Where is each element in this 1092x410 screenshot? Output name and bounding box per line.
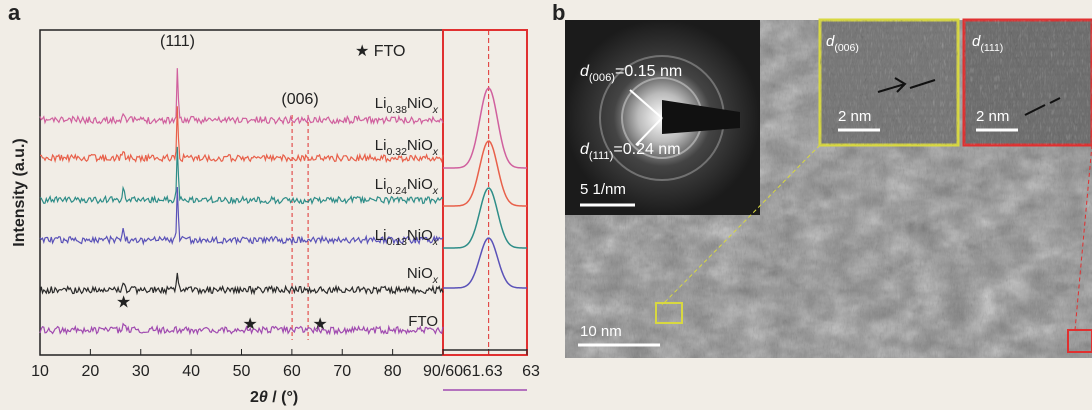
text-part: x bbox=[432, 104, 439, 116]
figure: a b 10 20 30 40 50 60 70 80 90/6061.63 63 Intensit… bbox=[0, 0, 1092, 410]
x-tick-label: 20 bbox=[81, 363, 99, 380]
text-part: NiO bbox=[407, 176, 433, 193]
y-axis-label: Intensity (a.u.) bbox=[11, 138, 28, 246]
sample-label: Li0.13NiOx bbox=[375, 227, 439, 248]
text-part: 0.32 bbox=[386, 146, 407, 158]
peak-label: (111) bbox=[160, 33, 195, 50]
text-part: x bbox=[432, 146, 439, 158]
inset-texture bbox=[964, 20, 1092, 145]
x-tick-label: 60 bbox=[283, 363, 301, 380]
text-part: Li bbox=[375, 137, 387, 154]
x-tick-label: 50 bbox=[233, 363, 251, 380]
text-part: 0.24 bbox=[386, 185, 407, 197]
sample-label: Li0.24NiOx bbox=[375, 176, 439, 197]
text-part: (111) bbox=[589, 150, 614, 162]
text-part: / (°) bbox=[268, 389, 298, 406]
text-part: 0.13 bbox=[386, 236, 407, 248]
text-part: x bbox=[432, 185, 439, 197]
text-part: Li bbox=[375, 227, 387, 244]
x-tick-label: 70 bbox=[333, 363, 351, 380]
text-part: (111) bbox=[980, 42, 1003, 54]
text-part: Li bbox=[375, 95, 387, 112]
scale-label: 10 nm bbox=[580, 323, 622, 340]
text-part: =0.15 nm bbox=[615, 63, 682, 80]
zoom-trace bbox=[443, 188, 527, 248]
scale-label: 5 1/nm bbox=[580, 181, 626, 198]
text-part: (006) bbox=[589, 72, 615, 84]
text-part: x bbox=[432, 274, 439, 286]
legend-fto: ★ FTO bbox=[355, 43, 406, 60]
inset-texture bbox=[820, 20, 958, 145]
fto-marker: ★ bbox=[116, 292, 131, 311]
scale-label: 2 nm bbox=[976, 108, 1009, 125]
text-part: NiO bbox=[407, 227, 433, 244]
x-tick-label: 30 bbox=[132, 363, 150, 380]
x-tick-label: 90/60 bbox=[423, 363, 463, 380]
tem-image: 5 1/nm 10 nm 2 nm 2 nm d(006)=0.15 nmd(1… bbox=[565, 20, 1092, 358]
zoom-trace bbox=[443, 238, 527, 288]
text-part: NiO bbox=[407, 137, 433, 154]
sample-label: FTO bbox=[408, 313, 438, 330]
x-axis-label: 2θ / (°) bbox=[250, 389, 298, 406]
text-part: NiO bbox=[407, 265, 433, 282]
text-part: x bbox=[432, 236, 439, 248]
zoom-trace bbox=[443, 141, 527, 206]
x-tick-label: 61.63 bbox=[463, 363, 503, 380]
text-part: FTO bbox=[408, 313, 438, 330]
text-part: θ bbox=[259, 389, 268, 406]
x-tick-label: 10 bbox=[31, 363, 49, 380]
peak-label: (006) bbox=[281, 91, 318, 108]
text-part: 0.38 bbox=[386, 104, 407, 116]
xrd-trace bbox=[40, 273, 443, 294]
text-part: Li bbox=[375, 176, 387, 193]
panel-label: b bbox=[552, 0, 565, 25]
zoom-trace bbox=[443, 88, 527, 168]
text-part: (006) bbox=[834, 42, 859, 54]
panel-label: a bbox=[8, 0, 21, 25]
text-part: =0.24 nm bbox=[613, 141, 680, 158]
scale-label: 2 nm bbox=[838, 108, 871, 125]
text-part: NiO bbox=[407, 95, 433, 112]
sample-label: Li0.38NiOx bbox=[375, 95, 439, 116]
sample-label: Li0.32NiOx bbox=[375, 137, 439, 158]
x-tick-label: 40 bbox=[182, 363, 200, 380]
text-part: 2 bbox=[250, 389, 259, 406]
x-tick-label: 80 bbox=[384, 363, 402, 380]
sample-label: NiOx bbox=[407, 265, 439, 286]
x-tick-label: 63 bbox=[522, 363, 540, 380]
